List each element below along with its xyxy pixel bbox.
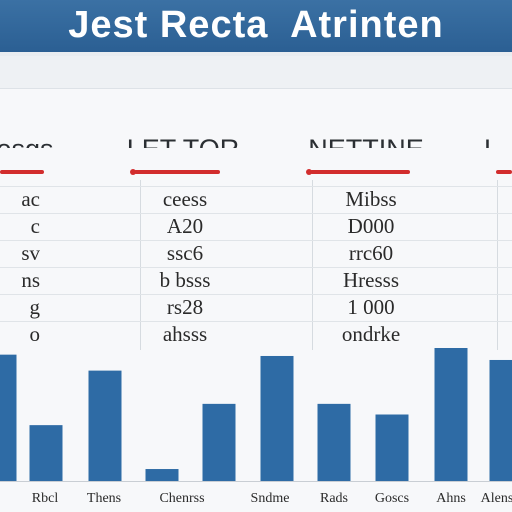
column-header-label: esgs	[0, 134, 60, 148]
column-header-label: NETTINE	[298, 134, 434, 148]
bar	[260, 355, 294, 481]
x-tick-label: Sndme	[251, 491, 290, 506]
header-underline-cap	[306, 169, 312, 175]
column-header-2: LET TOR	[120, 78, 246, 148]
x-tick-label: Alens	[481, 491, 512, 506]
bar	[145, 469, 179, 481]
bar	[202, 403, 236, 481]
header-underline	[134, 170, 220, 174]
header-underline	[0, 170, 44, 174]
table-cell: A20	[166, 214, 204, 238]
column-header-label: LET TOR	[120, 134, 246, 148]
x-tick-label: Rbcl	[32, 491, 59, 506]
title-banner: Jest Recta Atrinten	[0, 0, 512, 52]
row-divider	[0, 186, 512, 187]
table-cell: sv	[21, 241, 40, 265]
table-cell: ondrke	[341, 322, 401, 346]
table-cell: ns	[21, 268, 40, 292]
row-divider	[0, 321, 512, 322]
table-cell: ssc6	[166, 241, 204, 265]
row-divider	[0, 213, 512, 214]
table-cell: b bsss	[159, 268, 211, 292]
table-cell: g	[29, 295, 41, 319]
column-header-label: L	[484, 134, 512, 148]
column-header-4: L	[484, 78, 512, 148]
table-cell: ac	[21, 187, 40, 211]
column-divider	[312, 180, 313, 350]
bar	[375, 414, 409, 481]
bar	[29, 425, 63, 481]
header-underline	[496, 170, 512, 174]
header-underline	[310, 170, 410, 174]
header-underline-cap	[130, 169, 136, 175]
table-cell: rs28	[166, 295, 204, 319]
table-cell: Mibss	[345, 187, 397, 211]
content-panel	[0, 56, 512, 512]
column-divider	[497, 180, 498, 350]
bar	[434, 348, 468, 481]
bar	[88, 370, 122, 481]
page-title: Jest Recta Atrinten	[68, 4, 444, 46]
bar	[0, 354, 17, 481]
bar	[317, 403, 351, 481]
table-cell: ceess	[162, 187, 208, 211]
table-cell: rrc60	[348, 241, 394, 265]
table-cell: 1 000	[347, 295, 395, 319]
column-header-1: esgs	[0, 78, 60, 148]
x-tick-label: Goscs	[375, 491, 409, 506]
column-divider	[140, 180, 141, 350]
x-tick-label: Rads	[320, 491, 348, 506]
row-divider	[0, 240, 512, 241]
x-tick-label: Chenrss	[159, 491, 204, 506]
row-divider	[0, 267, 512, 268]
x-tick-label: Ahns	[436, 491, 466, 506]
table-cell: ahsss	[162, 322, 208, 346]
panel-top-band	[0, 56, 512, 89]
table-cell: o	[29, 322, 41, 346]
bar	[489, 359, 512, 481]
row-divider	[0, 294, 512, 295]
table-cell: c	[30, 214, 40, 238]
table-cell: D000	[347, 214, 395, 238]
column-header-3: NETTINE	[298, 78, 434, 148]
x-tick-label: Thens	[87, 491, 121, 506]
table-cell: Hresss	[343, 268, 399, 292]
